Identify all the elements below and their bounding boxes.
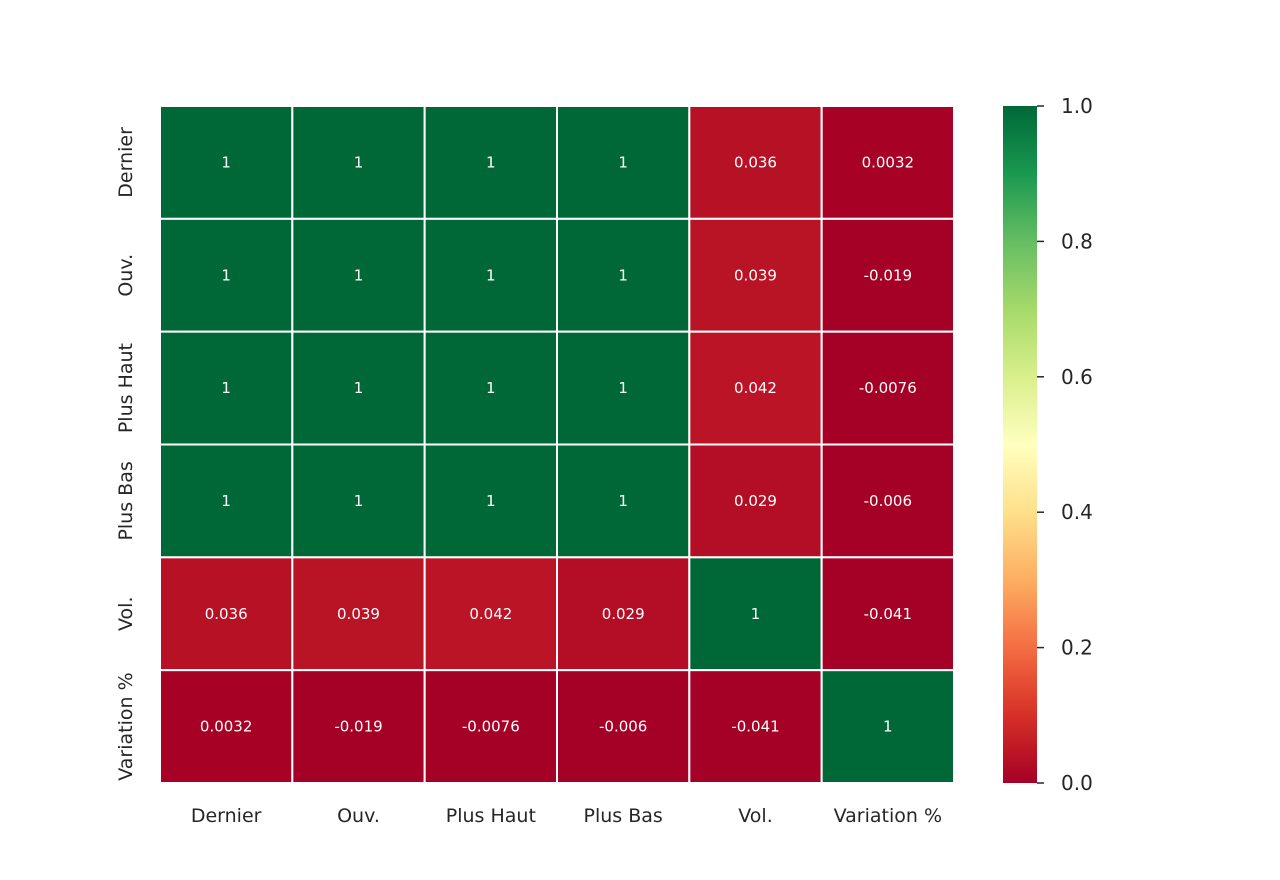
heatmap-cell: [423, 105, 558, 220]
heatmap-cell: [159, 556, 294, 672]
heatmap-cell: [820, 217, 956, 333]
cell-value-label: 0.029: [734, 492, 777, 510]
cell-value-label: 1: [354, 153, 364, 171]
cell-value-label: 1: [354, 379, 364, 397]
heatmap-cell: [688, 330, 823, 446]
cell-value-label: 1: [883, 718, 893, 736]
heatmap-cell: [291, 443, 426, 559]
heatmap-cell: [423, 443, 558, 559]
cell-value-label: 1: [221, 266, 231, 284]
heatmap-cell: [820, 105, 956, 220]
x-tick-label: Dernier: [191, 805, 262, 827]
cell-value-label: 1: [354, 266, 364, 284]
cell-value-label: 1: [486, 266, 496, 284]
cell-value-label: -0.0076: [462, 718, 520, 736]
cell-value-label: 0.039: [337, 605, 380, 623]
y-tick-label: Plus Bas: [115, 461, 137, 540]
colorbar-tick-label: 0.0: [1061, 771, 1093, 795]
colorbar-tick-label: 0.8: [1061, 229, 1093, 253]
heatmap-cells: 1 1 1 1 0.036 0.0032 1 1 1 1 0.039 -0.019 1 1 1 1 0.042 -…: [159, 105, 956, 785]
cell-value-label: -0.019: [334, 718, 382, 736]
y-axis-tick-labels: Dernier Ouv. Plus Haut Plus Bas Vol. Variatio…: [115, 127, 137, 781]
cell-value-label: 0.029: [602, 605, 645, 623]
x-tick-label: Vol.: [738, 805, 772, 827]
cell-value-label: 0.0032: [862, 153, 915, 171]
cell-value-label: 1: [618, 153, 628, 171]
heatmap-cell: [820, 443, 956, 559]
cell-value-label: -0.006: [864, 492, 912, 510]
cell-value-label: -0.019: [864, 266, 912, 284]
cell-value-label: 1: [486, 379, 496, 397]
heatmap-cell: [159, 669, 294, 785]
y-tick-label: Plus Haut: [115, 343, 137, 433]
colorbar-tick-label: 1.0: [1061, 94, 1093, 118]
x-tick-label: Plus Haut: [446, 805, 536, 827]
heatmap-cell: [820, 330, 956, 446]
colorbar: 0.0 0.2 0.4 0.6 0.8 1.0: [1003, 94, 1093, 795]
cell-value-label: -0.006: [599, 718, 647, 736]
heatmap-cell: [820, 669, 956, 785]
cell-value-label: 0.036: [205, 605, 248, 623]
heatmap-cell: [556, 443, 691, 559]
colorbar-gradient: [1003, 106, 1037, 783]
heatmap-cell: [820, 556, 956, 672]
heatmap-cell: [556, 217, 691, 333]
cell-value-label: -0.0076: [859, 379, 917, 397]
heatmap-cell: [688, 556, 823, 672]
cell-value-label: -0.041: [864, 605, 912, 623]
x-tick-label: Variation %: [834, 805, 942, 827]
x-tick-label: Ouv.: [337, 805, 380, 827]
cell-value-label: 0.036: [734, 153, 777, 171]
cell-value-label: 1: [354, 492, 364, 510]
cell-value-label: 0.042: [469, 605, 512, 623]
cell-value-label: 1: [486, 153, 496, 171]
cell-value-label: 0.0032: [200, 718, 253, 736]
heatmap-cell: [291, 330, 426, 446]
y-tick-label: Ouv.: [115, 254, 137, 297]
y-tick-label: Vol.: [115, 597, 137, 631]
x-axis-tick-labels: Dernier Ouv. Plus Haut Plus Bas Vol. Variatio…: [191, 805, 942, 827]
heatmap-cell: [423, 556, 558, 672]
heatmap-cell: [291, 217, 426, 333]
heatmap-cell: [291, 105, 426, 220]
colorbar-tick-label: 0.6: [1061, 365, 1093, 389]
heatmap-cell: [688, 669, 823, 785]
heatmap-cell: [556, 556, 691, 672]
heatmap-cell: [556, 330, 691, 446]
heatmap-cell: [688, 443, 823, 559]
cell-value-label: 1: [221, 379, 231, 397]
y-tick-label: Dernier: [115, 127, 137, 198]
colorbar-tick-label: 0.2: [1061, 636, 1093, 660]
heatmap-cell: [159, 443, 294, 559]
cell-value-label: 1: [618, 266, 628, 284]
heatmap-cell: [556, 669, 691, 785]
heatmap-cell: [159, 105, 294, 220]
cell-value-label: 1: [221, 153, 231, 171]
cell-value-label: -0.041: [731, 718, 779, 736]
cell-value-label: 1: [221, 492, 231, 510]
x-tick-label: Plus Bas: [584, 805, 663, 827]
cell-value-label: 1: [618, 379, 628, 397]
cell-value-label: 1: [751, 605, 761, 623]
y-tick-label: Variation %: [115, 672, 137, 780]
colorbar-tick-label: 0.4: [1061, 500, 1093, 524]
cell-value-label: 0.042: [734, 379, 777, 397]
cell-value-label: 1: [486, 492, 496, 510]
cell-value-label: 0.039: [734, 266, 777, 284]
cell-value-label: 1: [618, 492, 628, 510]
